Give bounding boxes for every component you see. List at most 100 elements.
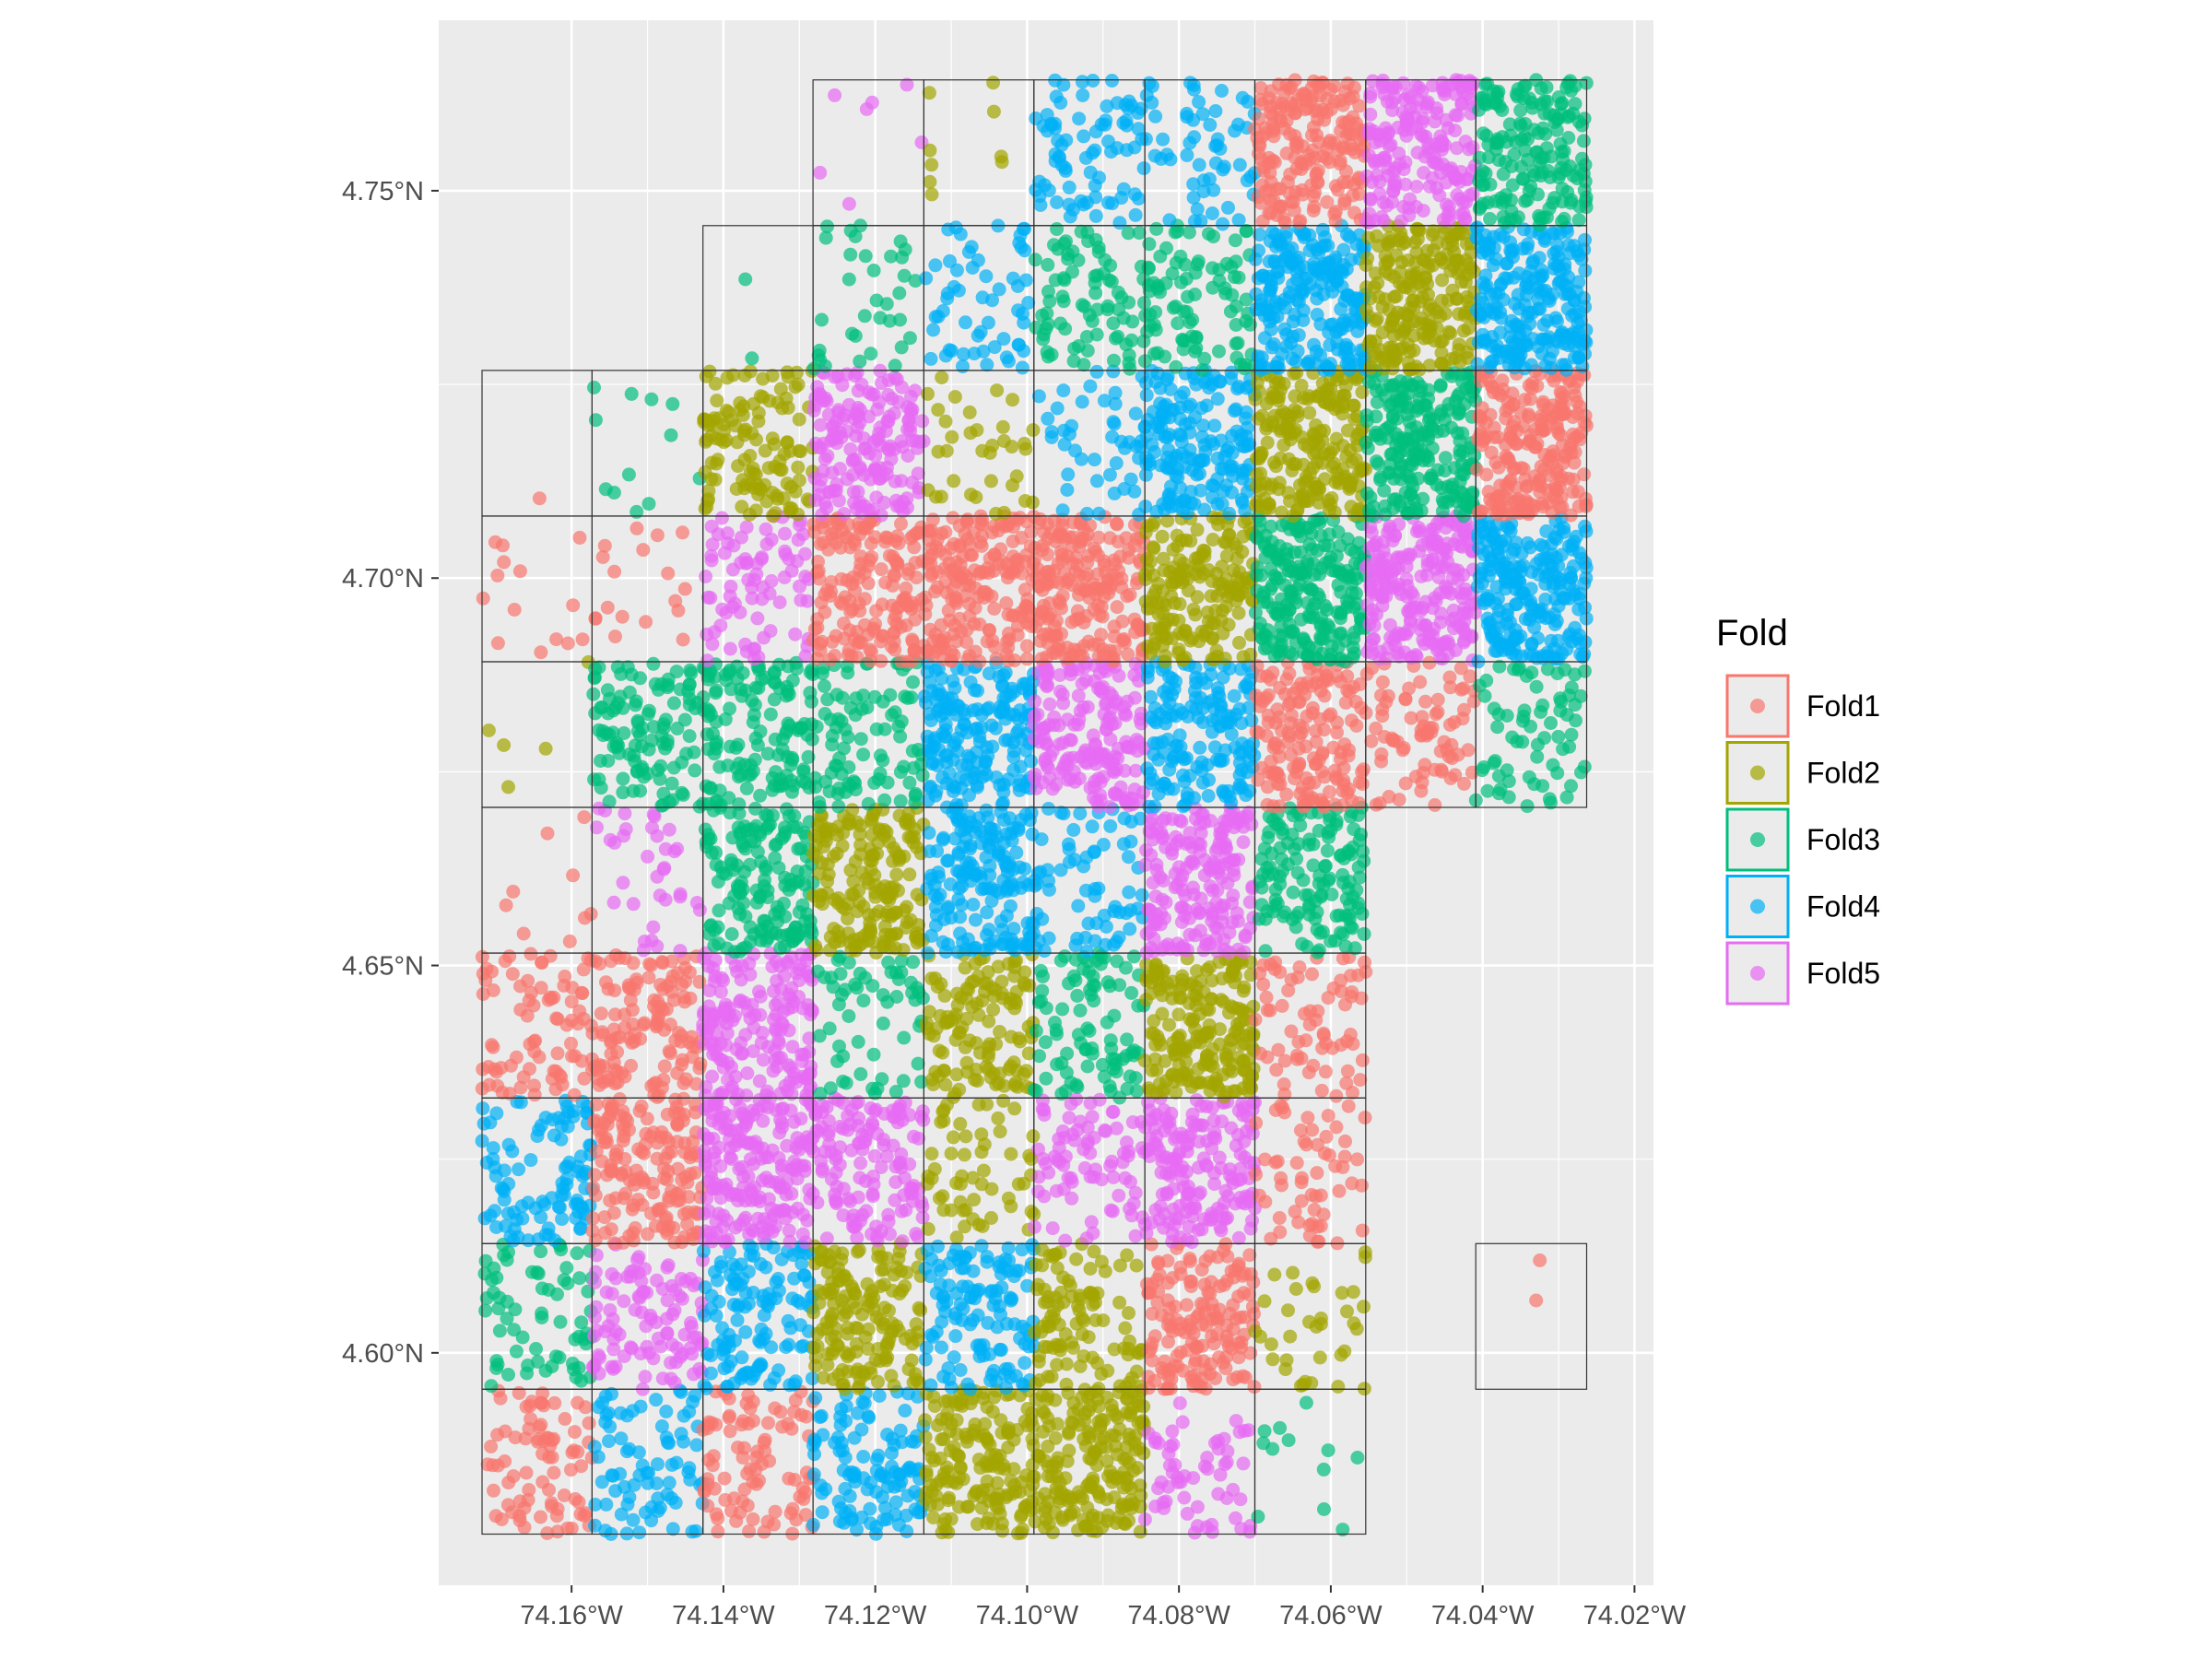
data-point-fold1 xyxy=(1180,1298,1194,1312)
data-point-fold3 xyxy=(636,721,650,735)
data-point-fold1 xyxy=(1191,1340,1205,1354)
data-point-fold2 xyxy=(1045,1370,1059,1383)
data-point-fold3 xyxy=(841,666,854,680)
data-point-fold5 xyxy=(1185,1115,1199,1129)
data-point-fold2 xyxy=(925,1073,939,1087)
data-point-fold2 xyxy=(1118,1322,1132,1335)
data-point-fold5 xyxy=(753,1075,767,1088)
data-point-fold2 xyxy=(1117,1342,1131,1356)
data-point-fold4 xyxy=(1000,909,1014,923)
data-point-fold4 xyxy=(863,1502,877,1516)
data-point-fold5 xyxy=(617,1294,630,1308)
data-point-fold1 xyxy=(1203,1250,1217,1264)
data-point-fold1 xyxy=(735,1495,749,1509)
data-point-fold2 xyxy=(1062,1274,1076,1288)
data-point-fold1 xyxy=(594,1006,608,1020)
data-point-fold5 xyxy=(1185,1235,1199,1249)
data-point-fold4 xyxy=(659,1405,673,1418)
data-point-fold5 xyxy=(1184,1202,1198,1216)
data-point-fold3 xyxy=(1055,1002,1069,1016)
data-point-fold3 xyxy=(616,771,629,785)
data-point-fold2 xyxy=(918,1413,932,1427)
data-point-fold1 xyxy=(481,1457,495,1471)
data-point-fold1 xyxy=(505,1505,519,1519)
data-point-fold3 xyxy=(1347,890,1360,904)
data-point-fold1 xyxy=(488,1063,501,1077)
data-point-fold2 xyxy=(1028,1514,1041,1528)
data-point-fold3 xyxy=(487,1286,500,1300)
data-point-fold5 xyxy=(685,1347,699,1361)
data-point-fold2 xyxy=(1064,1509,1077,1523)
data-point-fold3 xyxy=(508,1302,522,1316)
data-point-fold1 xyxy=(550,1509,564,1523)
data-point-fold2 xyxy=(1083,1427,1097,1441)
data-point-fold2 xyxy=(1086,1351,1100,1365)
data-point-fold3 xyxy=(663,795,677,809)
data-point-fold4 xyxy=(669,1496,683,1510)
data-point-fold5 xyxy=(1142,903,1156,917)
data-point-fold5 xyxy=(850,1231,864,1245)
data-point-fold4 xyxy=(677,1435,690,1449)
data-point-fold1 xyxy=(617,1123,630,1136)
data-point-fold4 xyxy=(1000,1317,1014,1331)
data-point-fold2 xyxy=(1305,1277,1319,1290)
data-point-fold4 xyxy=(571,1197,584,1211)
data-point-fold4 xyxy=(634,1400,648,1414)
data-point-fold3 xyxy=(1030,1084,1043,1098)
data-point-fold1 xyxy=(775,1420,789,1434)
data-point-fold1 xyxy=(618,1165,632,1179)
data-point-fold2 xyxy=(899,815,912,829)
data-point-fold3 xyxy=(1322,830,1335,844)
data-point-fold3 xyxy=(571,1246,584,1260)
data-point-fold2 xyxy=(1018,1415,1032,1429)
data-point-fold1 xyxy=(740,1466,754,1480)
data-point-fold5 xyxy=(1209,896,1223,910)
data-point-fold1 xyxy=(769,1505,782,1519)
data-point-fold3 xyxy=(525,1265,539,1279)
data-point-fold1 xyxy=(1236,1370,1250,1383)
data-point-fold3 xyxy=(804,922,818,935)
data-point-fold4 xyxy=(539,1228,553,1241)
data-point-fold2 xyxy=(1244,1081,1258,1095)
data-point-fold1 xyxy=(1358,956,1371,970)
data-point-fold1 xyxy=(592,1124,606,1137)
data-point-fold5 xyxy=(744,1152,758,1166)
data-point-fold3 xyxy=(1124,986,1138,1000)
data-point-fold2 xyxy=(889,845,903,859)
data-point-fold5 xyxy=(1160,1116,1174,1130)
data-point-fold5 xyxy=(770,955,783,969)
data-point-fold3 xyxy=(1336,876,1350,889)
data-point-fold5 xyxy=(820,1100,834,1114)
data-point-fold1 xyxy=(1300,1111,1314,1124)
data-point-fold2 xyxy=(1074,1359,1088,1373)
data-point-fold1 xyxy=(1319,1065,1333,1078)
data-point-fold5 xyxy=(774,1023,788,1037)
data-point-fold5 xyxy=(843,1194,857,1208)
data-point-fold2 xyxy=(999,1490,1013,1504)
data-point-fold1 xyxy=(551,1046,565,1060)
data-point-fold5 xyxy=(1175,915,1189,929)
data-point-fold1 xyxy=(1176,1364,1190,1378)
data-point-fold2 xyxy=(959,1430,973,1444)
data-point-fold2 xyxy=(850,1337,864,1351)
data-point-fold2 xyxy=(865,829,879,842)
data-point-fold4 xyxy=(835,1436,849,1450)
data-point-fold5 xyxy=(749,1193,763,1206)
data-point-fold5 xyxy=(665,1337,679,1351)
data-point-fold5 xyxy=(639,1370,653,1383)
data-point-fold5 xyxy=(1154,1199,1168,1213)
data-point-fold1 xyxy=(1238,1266,1252,1280)
data-point-fold4 xyxy=(794,1257,808,1271)
data-point-fold1 xyxy=(741,1388,755,1402)
data-point-fold3 xyxy=(1312,943,1326,957)
data-point-fold1 xyxy=(494,1392,508,1406)
data-point-fold3 xyxy=(1101,975,1115,989)
data-point-fold5 xyxy=(782,988,795,1002)
data-point-fold2 xyxy=(926,1390,940,1404)
data-point-fold5 xyxy=(797,1048,811,1062)
data-point-fold3 xyxy=(559,1261,573,1275)
data-point-fold3 xyxy=(1357,854,1371,868)
data-point-fold1 xyxy=(577,810,591,824)
data-point-fold4 xyxy=(813,1410,827,1424)
data-point-fold2 xyxy=(1038,1296,1052,1310)
